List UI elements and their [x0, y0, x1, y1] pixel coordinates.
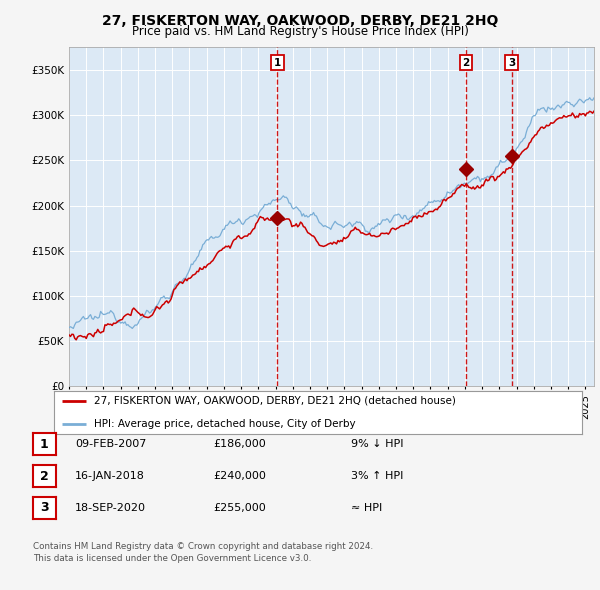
Text: HPI: Average price, detached house, City of Derby: HPI: Average price, detached house, City… [94, 419, 355, 429]
Text: 2: 2 [462, 58, 469, 68]
Text: 18-SEP-2020: 18-SEP-2020 [75, 503, 146, 513]
Text: 1: 1 [274, 58, 281, 68]
Text: 3: 3 [508, 58, 515, 68]
Text: 3% ↑ HPI: 3% ↑ HPI [351, 471, 403, 481]
Text: 27, FISKERTON WAY, OAKWOOD, DERBY, DE21 2HQ (detached house): 27, FISKERTON WAY, OAKWOOD, DERBY, DE21 … [94, 396, 455, 406]
Text: 16-JAN-2018: 16-JAN-2018 [75, 471, 145, 481]
Text: £240,000: £240,000 [213, 471, 266, 481]
Text: Contains HM Land Registry data © Crown copyright and database right 2024.
This d: Contains HM Land Registry data © Crown c… [33, 542, 373, 563]
Text: 27, FISKERTON WAY, OAKWOOD, DERBY, DE21 2HQ: 27, FISKERTON WAY, OAKWOOD, DERBY, DE21 … [102, 14, 498, 28]
Text: ≈ HPI: ≈ HPI [351, 503, 382, 513]
Text: 9% ↓ HPI: 9% ↓ HPI [351, 440, 404, 449]
Text: 1: 1 [40, 438, 49, 451]
Text: Price paid vs. HM Land Registry's House Price Index (HPI): Price paid vs. HM Land Registry's House … [131, 25, 469, 38]
Text: £255,000: £255,000 [213, 503, 266, 513]
Text: 3: 3 [40, 502, 49, 514]
Text: 09-FEB-2007: 09-FEB-2007 [75, 440, 146, 449]
Text: 2: 2 [40, 470, 49, 483]
Text: £186,000: £186,000 [213, 440, 266, 449]
